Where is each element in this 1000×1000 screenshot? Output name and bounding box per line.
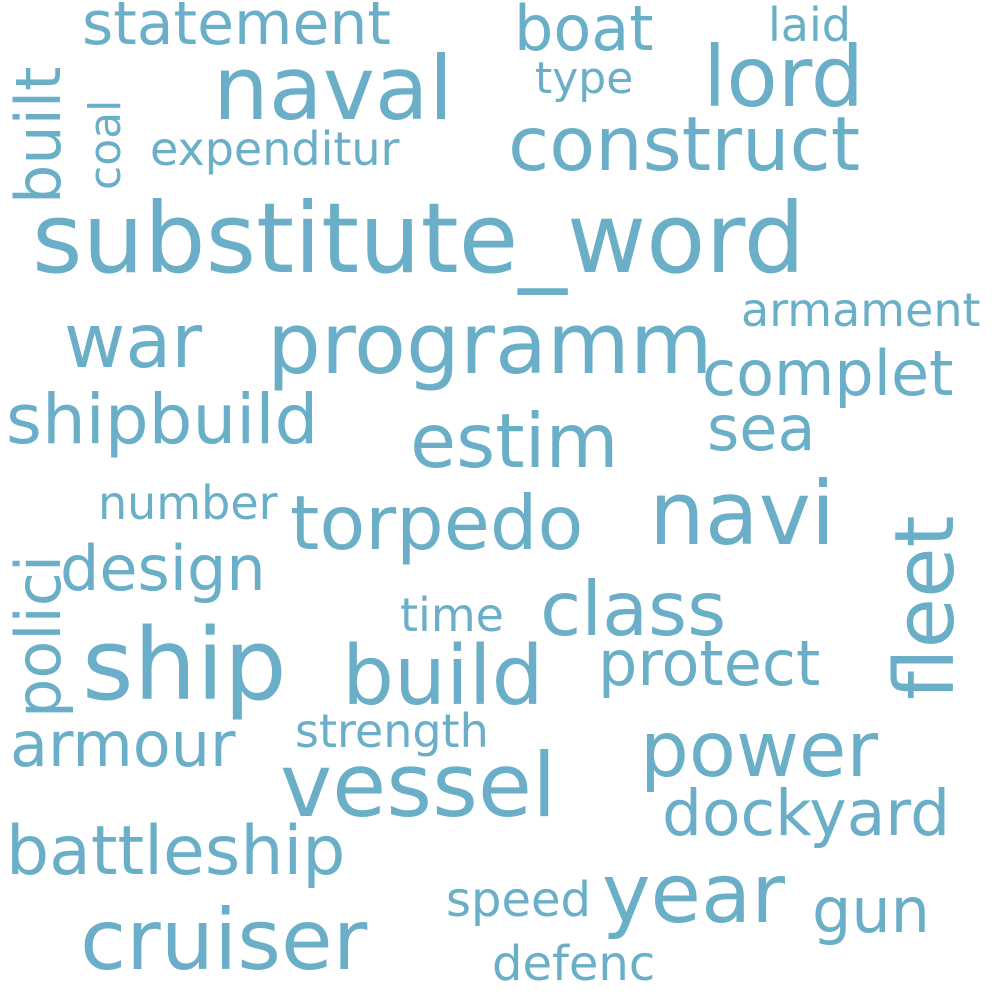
word-dockyard: dockyard — [662, 777, 951, 850]
word-fleet: fleet — [878, 515, 973, 700]
word-armament: armament — [741, 283, 981, 337]
word-time: time — [400, 588, 504, 642]
word-defenc: defenc — [492, 936, 656, 992]
word-protect: protect — [598, 627, 821, 700]
word-vessel: vessel — [280, 734, 557, 837]
word-complet: complet — [702, 337, 954, 410]
word-naval: naval — [213, 37, 454, 140]
word-power: power — [640, 706, 878, 795]
word-laid: laid — [768, 0, 851, 52]
word-torpedo: torpedo — [290, 479, 584, 567]
word-build: build — [342, 629, 544, 724]
word-speed: speed — [446, 872, 592, 928]
word-design: design — [60, 532, 266, 605]
word-coal: coal — [80, 99, 131, 190]
word-gun: gun — [812, 874, 930, 947]
word-battleship: battleship — [6, 812, 346, 891]
word-substitute_word: substitute_word — [32, 182, 806, 295]
word-shipbuild: shipbuild — [6, 380, 319, 460]
word-number: number — [98, 476, 278, 530]
word-estim: estim — [410, 397, 619, 485]
word-year: year — [602, 847, 785, 942]
word-war: war — [64, 297, 203, 385]
word-type: type — [535, 53, 634, 104]
word-ship: ship — [82, 608, 287, 723]
word-class: class — [540, 565, 727, 653]
word-statement: statement — [82, 0, 391, 59]
word-navi: navi — [649, 462, 836, 565]
word-armour: armour — [10, 708, 236, 781]
word-built: built — [2, 66, 75, 204]
word-strength: strength — [295, 704, 489, 758]
word-lord: lord — [703, 28, 865, 126]
word-boat: boat — [514, 0, 654, 65]
word-sea: sea — [707, 392, 816, 465]
word-programm: programm — [267, 295, 713, 394]
word-expenditur: expenditur — [150, 122, 400, 176]
word-construct: construct — [508, 100, 861, 188]
word-cruiser: cruiser — [80, 891, 368, 989]
